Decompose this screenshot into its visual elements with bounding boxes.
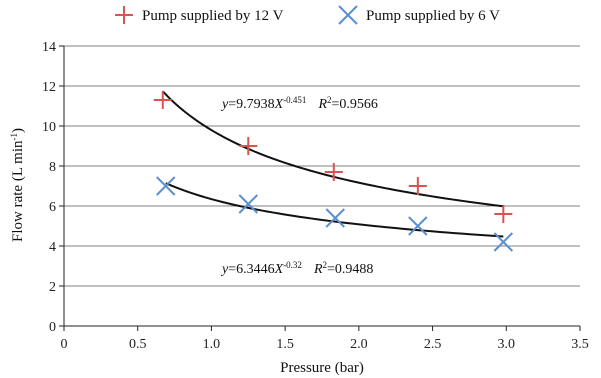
gridlines xyxy=(64,45,580,287)
equation-6v: y=6.3446X-0.32 R2=0.9488 xyxy=(220,260,373,277)
data-point-series-1 xyxy=(325,208,345,228)
x-axis-title: Pressure (bar) xyxy=(280,360,364,376)
x-tick-label: 3.0 xyxy=(498,337,516,352)
fit-curve-series-1 xyxy=(165,182,504,238)
equation-12v: y=9.7938X-0.451 R2=0.9566 xyxy=(220,95,378,112)
data-point-series-0 xyxy=(494,205,513,223)
legend-marker-x xyxy=(338,5,358,25)
y-tick-label: 4 xyxy=(49,240,56,255)
y-tick-label: 6 xyxy=(49,200,56,215)
y-tick-label: 8 xyxy=(49,160,56,175)
x-tick-label: 3.5 xyxy=(571,337,589,352)
x-tick-label: 1.5 xyxy=(276,337,294,352)
axes xyxy=(59,45,581,331)
legend-marker-6v xyxy=(338,5,358,25)
x-tick-label: 0.5 xyxy=(129,337,147,352)
legend-label-12v: Pump supplied by 12 V xyxy=(142,8,284,24)
data-point-series-0 xyxy=(239,137,258,155)
data-points xyxy=(153,91,514,252)
data-point-series-1 xyxy=(156,176,176,196)
x-tick-label: 0 xyxy=(61,337,68,352)
y-tick-label: 10 xyxy=(42,120,56,135)
data-point-series-0 xyxy=(324,163,343,181)
data-point-series-0 xyxy=(408,177,427,195)
y-tick-label: 14 xyxy=(42,40,56,55)
data-point-series-1 xyxy=(408,216,428,236)
y-tick-label: 12 xyxy=(42,80,56,95)
x-tick-label: 2.0 xyxy=(350,337,368,352)
data-point-series-1 xyxy=(493,232,514,252)
data-point-series-1 xyxy=(238,194,258,214)
x-tick-label: 1.0 xyxy=(203,337,221,352)
y-tick-labels: 0 2 4 6 8 10 12 14 xyxy=(42,40,56,335)
legend-label-6v: Pump supplied by 6 V xyxy=(366,8,500,24)
y-tick-label: 2 xyxy=(49,280,56,295)
x-tick-label: 2.5 xyxy=(424,337,442,352)
y-axis-title: Flow rate (L min-1) xyxy=(9,128,26,242)
legend-marker-12v xyxy=(115,6,133,24)
x-tick-labels: 0 0.5 1.0 1.5 2.0 2.5 3.0 3.5 xyxy=(61,337,589,352)
legend: Pump supplied by 12 V Pump supplied by 6… xyxy=(115,5,500,25)
y-tick-label: 0 xyxy=(49,320,56,335)
data-point-series-0 xyxy=(153,91,172,109)
legend-marker-plus xyxy=(115,6,133,24)
